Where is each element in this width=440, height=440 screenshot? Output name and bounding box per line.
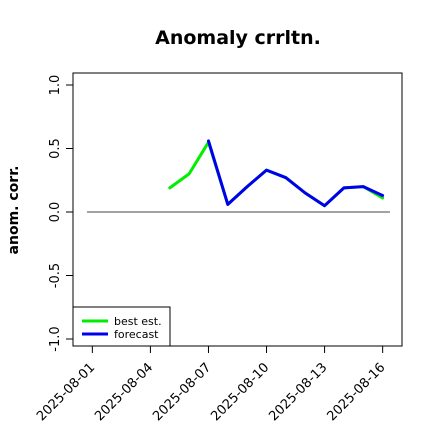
series-line-forecast xyxy=(207,139,385,208)
x-tick-label: 2025-08-04 xyxy=(92,360,156,424)
chart-title: Anomaly crrltn. xyxy=(155,27,321,49)
legend-label-best-est: best est. xyxy=(114,315,162,328)
y-axis: -1.0 -0.5 0.0 0.5 1.0 xyxy=(48,75,73,352)
legend: best est. forecast xyxy=(72,306,171,347)
x-tick-label: 2025-08-13 xyxy=(266,360,330,424)
legend-box xyxy=(72,306,171,347)
y-tick-label: 0.5 xyxy=(48,138,63,159)
x-tick-label: 2025-08-10 xyxy=(208,360,272,424)
x-tick-label: 2025-08-16 xyxy=(324,360,388,424)
y-tick-label: -1.0 xyxy=(48,326,63,351)
legend-label-forecast: forecast xyxy=(114,328,159,341)
series-layer xyxy=(168,139,385,208)
y-tick-label: 0.0 xyxy=(48,202,63,223)
y-tick-label: 1.0 xyxy=(48,75,63,96)
x-tick-label: 2025-08-07 xyxy=(150,360,214,424)
plot-area xyxy=(72,72,403,347)
y-axis-label: anom. corr. xyxy=(6,166,22,255)
x-tick-label: 2025-08-01 xyxy=(34,360,98,424)
x-axis: 2025-08-012025-08-042025-08-072025-08-10… xyxy=(34,346,388,424)
y-tick-label: -0.5 xyxy=(48,263,63,288)
